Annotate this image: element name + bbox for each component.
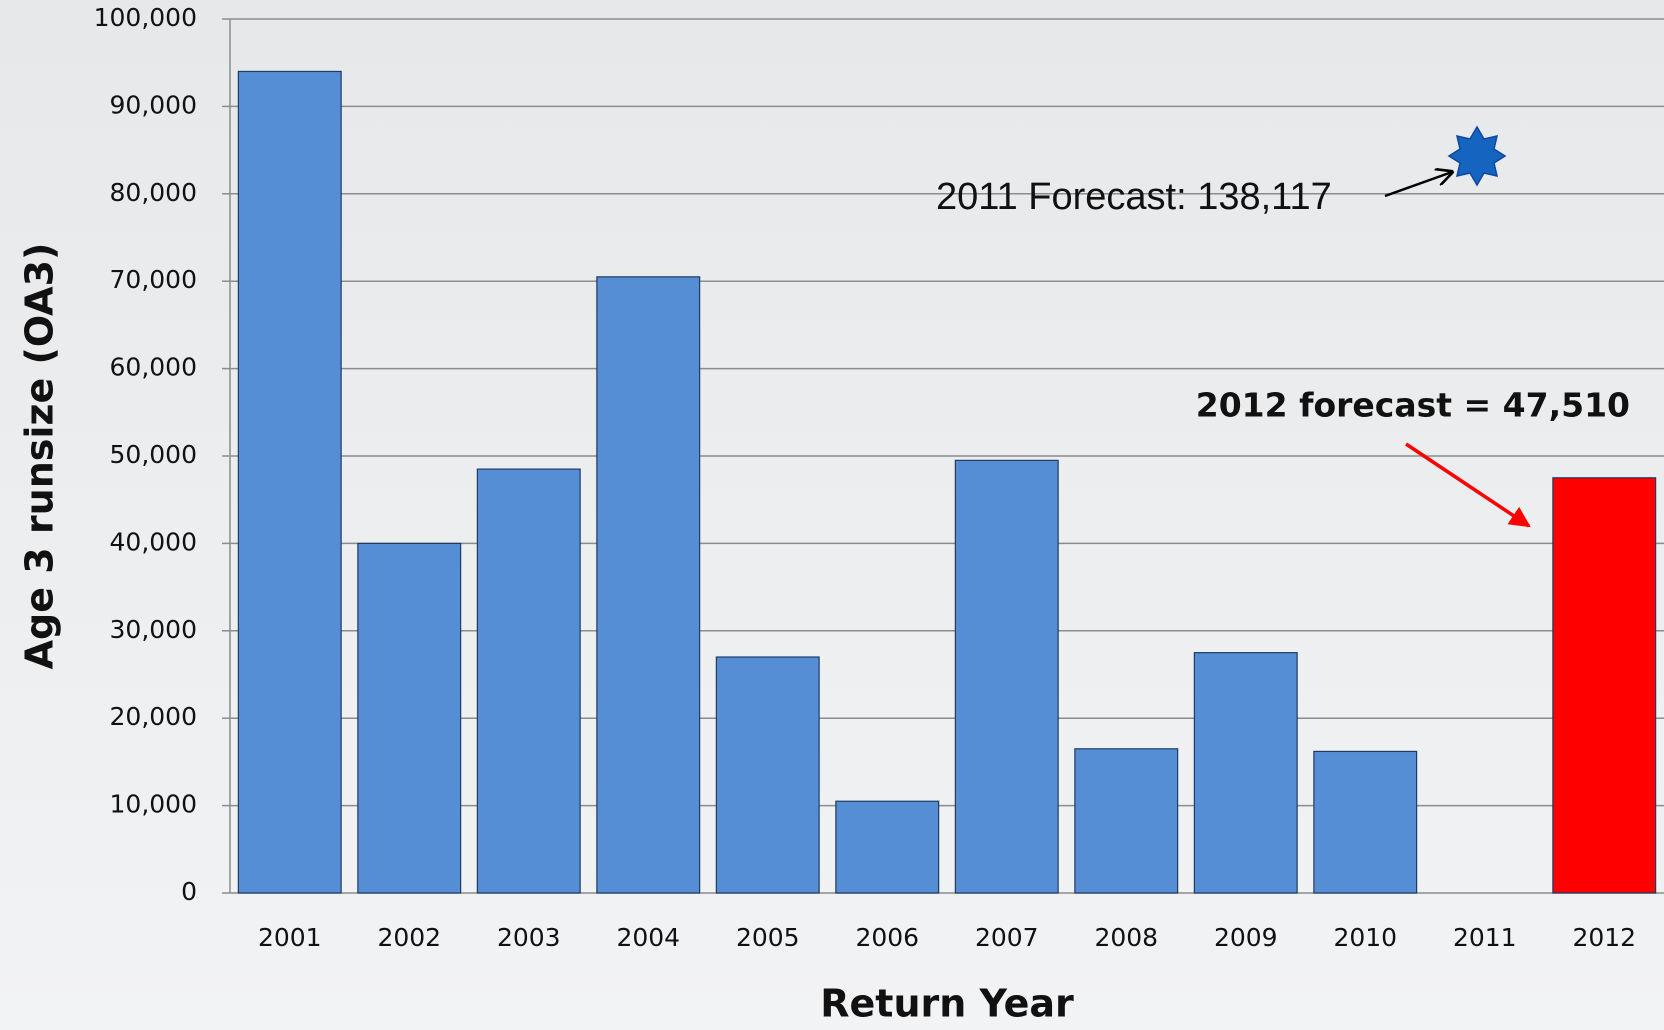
- chart: 0 10,000 20,000 30,000 40,000 50,000 60,000 70,…: [0, 0, 1664, 1030]
- bar: [716, 657, 819, 893]
- x-tick-label: 2012: [1572, 923, 1636, 952]
- annotation: 2011 Forecast: 138,117: [936, 176, 1332, 218]
- annotation: 2012 forecast = 47,510: [1196, 386, 1630, 425]
- y-tick-label: 90,000: [110, 90, 197, 119]
- y-tick-label: 20,000: [110, 702, 197, 731]
- x-tick-label: 2006: [855, 923, 919, 952]
- bar: [597, 277, 700, 893]
- bar: [1314, 751, 1417, 893]
- x-tick-label: 2005: [736, 923, 800, 952]
- bar: [1075, 749, 1178, 893]
- y-tick-label: 50,000: [110, 440, 197, 469]
- x-tick-label: 2010: [1333, 923, 1397, 952]
- page: {"chart_data": {"type": "bar", "y_label"…: [0, 0, 1664, 1030]
- x-tick-label: 2009: [1214, 923, 1278, 952]
- bar: [955, 460, 1058, 893]
- y-tick-label: 80,000: [110, 178, 197, 207]
- x-tick-label: 2011: [1453, 923, 1517, 952]
- y-tick-label: 30,000: [110, 615, 197, 644]
- bar: [358, 543, 461, 893]
- x-tick-label: 2001: [258, 923, 322, 952]
- y-tick-label: 10,000: [110, 790, 197, 819]
- bar: [1194, 653, 1297, 893]
- y-tick-label: 0: [181, 877, 197, 906]
- x-tick-label: 2003: [497, 923, 561, 952]
- bar: [238, 71, 341, 893]
- forecast-star: [1449, 127, 1505, 185]
- y-tick-label: 40,000: [110, 527, 197, 556]
- x-tick-label: 2004: [616, 923, 680, 952]
- x-tick-label: 2008: [1094, 923, 1158, 952]
- y-tick-label: 60,000: [110, 353, 197, 382]
- y-tick-label: 100,000: [94, 3, 197, 32]
- y-tick-label: 70,000: [110, 265, 197, 294]
- x-axis-title: Return Year: [820, 982, 1074, 1026]
- bar: [1553, 478, 1656, 893]
- y-axis-title: Age 3 runsize (OA3): [18, 243, 62, 670]
- bar: [836, 801, 939, 893]
- x-tick-label: 2002: [377, 923, 441, 952]
- bar: [477, 469, 580, 893]
- x-tick-label: 2007: [975, 923, 1039, 952]
